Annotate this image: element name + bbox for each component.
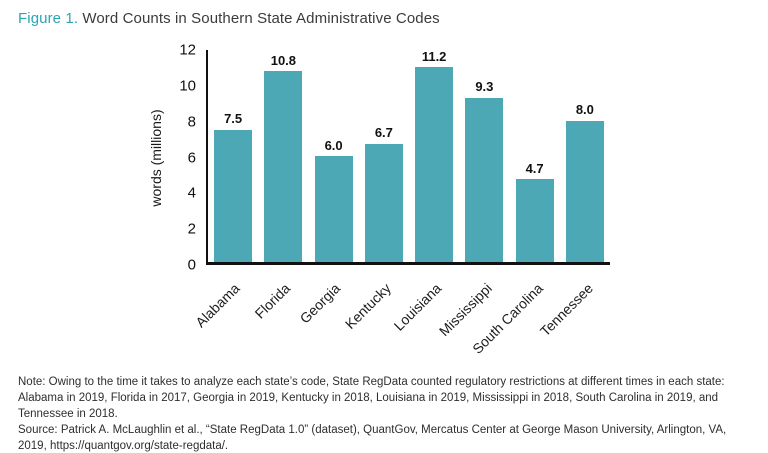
bar-value-label: 7.5 bbox=[224, 111, 243, 127]
bar-value-label: 11.2 bbox=[421, 49, 447, 64]
x-axis-label: Florida bbox=[251, 280, 294, 322]
y-axis-ticks: 0 2 4 6 8 10 12 bbox=[160, 42, 204, 274]
bar-value-label: 10.8 bbox=[270, 52, 297, 68]
bar-column: 6.0 bbox=[309, 50, 359, 262]
bar-value-label: 6.0 bbox=[324, 137, 343, 153]
bar bbox=[214, 129, 253, 262]
bar-column: 11.2 bbox=[409, 49, 459, 262]
y-tick-label: 10 bbox=[179, 77, 196, 95]
y-tick-label: 0 bbox=[187, 256, 196, 274]
y-tick-label: 2 bbox=[187, 220, 196, 238]
bar-value-label: 9.3 bbox=[475, 79, 494, 95]
chart-title: Figure 1. Word Counts in Southern State … bbox=[18, 10, 440, 27]
bar bbox=[364, 143, 403, 262]
x-axis-cell: Tennessee bbox=[537, 268, 611, 373]
bar-column: 9.3 bbox=[459, 50, 509, 262]
source-text: Source: Patrick A. McLaughlin et al., “S… bbox=[18, 424, 727, 453]
y-tick-label: 4 bbox=[187, 184, 196, 202]
x-axis-cell: Florida bbox=[251, 268, 308, 373]
y-tick-label: 6 bbox=[187, 149, 196, 166]
bar-column: 8.0 bbox=[560, 50, 610, 262]
plot-area: 7.5 10.8 6.0 6.7 11.2 9.3 4.7 8.0 bbox=[206, 49, 610, 265]
y-tick-label: 12 bbox=[179, 41, 196, 59]
bar-column: 7.5 bbox=[208, 50, 258, 262]
x-axis-label: Alabama bbox=[192, 280, 243, 331]
bar bbox=[314, 156, 353, 262]
bar bbox=[515, 178, 554, 262]
bar-value-label: 4.7 bbox=[525, 160, 544, 176]
chart-notes: Note: Owing to the time it takes to anal… bbox=[18, 374, 754, 453]
x-axis-cell: Alabama bbox=[192, 268, 257, 373]
bar-value-label: 6.7 bbox=[374, 125, 393, 141]
bar-column: 10.8 bbox=[258, 50, 308, 262]
x-axis-labels: Alabama Florida Georgia Kentucky Louisiana Mi… bbox=[192, 268, 611, 373]
bar-value-label: 8.0 bbox=[575, 102, 594, 118]
bar bbox=[264, 71, 303, 262]
bar bbox=[415, 67, 454, 262]
bar bbox=[565, 120, 604, 262]
figure-label: Figure 1. bbox=[18, 10, 79, 27]
note-text: Note: Owing to the time it takes to anal… bbox=[18, 376, 725, 421]
y-tick-label: 8 bbox=[187, 113, 196, 131]
bar-column: 6.7 bbox=[359, 50, 409, 262]
bar bbox=[465, 97, 504, 262]
bar-column: 4.7 bbox=[510, 50, 560, 262]
chart-title-text: Word Counts in Southern State Administra… bbox=[78, 10, 440, 27]
